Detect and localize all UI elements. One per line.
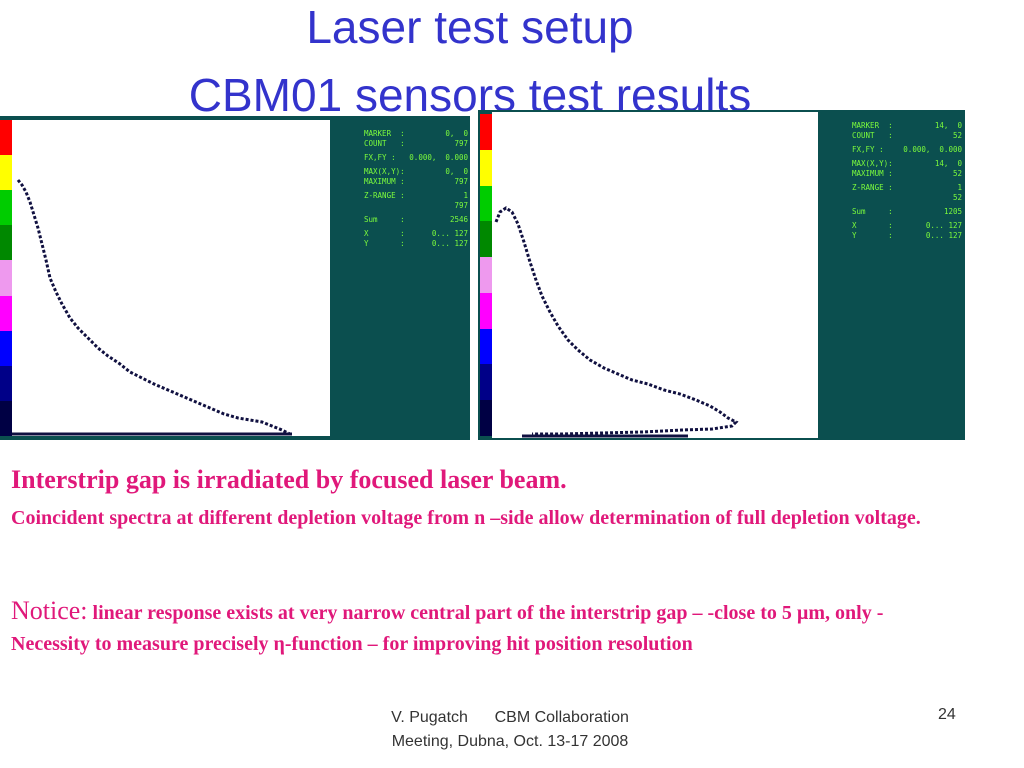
readout-value: 0... 127 — [925, 221, 962, 230]
page-number: 24 — [938, 706, 956, 723]
right-spectrum-plot — [492, 112, 818, 438]
color-scale-segment — [0, 190, 12, 226]
readout-value: 0, 0 — [445, 167, 468, 176]
readout-label: X : — [852, 221, 893, 230]
slide-title-line1: Laser test setup — [306, 1, 634, 53]
readout-value: 0... 127 — [431, 229, 468, 238]
readout-value: 14, 0 — [934, 159, 962, 168]
left-spectrum-curve — [16, 179, 291, 436]
footer-line1: V. Pugatch CBM Collaboration — [391, 709, 629, 726]
left-color-scale — [0, 120, 12, 436]
color-scale-segment — [480, 400, 492, 436]
readout-value: 0, 0 — [445, 129, 468, 138]
right-readout-block: MARKER : 14, 0 COUNT : 52 FX,FY : 0.000, 0.00… — [852, 122, 962, 272]
readout-label: MAX(X,Y): — [364, 167, 405, 176]
color-scale-segment — [0, 295, 12, 331]
notice-paragraph: Notice: linear response exists at very n… — [11, 595, 921, 660]
color-scale-segment — [480, 364, 492, 401]
readout-label: COUNT : — [852, 131, 893, 140]
notice-label: Notice: — [11, 596, 88, 625]
readout-label: MARKER : — [364, 129, 405, 138]
readout-value: 52 — [952, 169, 962, 178]
readout-label: MAXIMUM : — [364, 177, 405, 186]
readout-value: 797 — [454, 177, 468, 186]
intro-statement: Interstrip gap is irradiated by focused … — [11, 465, 567, 494]
readout-value: 797 — [454, 139, 468, 148]
spectra-explanation: Coincident spectra at different depletio… — [11, 507, 921, 529]
readout-label: MAXIMUM : — [852, 169, 893, 178]
readout-value: 52 — [952, 131, 962, 140]
color-scale-segment — [480, 257, 492, 293]
right-spectrum-panel: MARKER : 14, 0 COUNT : 52 FX,FY : 0.000, 0.00… — [478, 110, 965, 440]
color-scale-segment — [480, 328, 492, 365]
right-spectrum-svg — [494, 206, 739, 438]
readout-label: Z-RANGE : — [852, 183, 893, 192]
readout-label: Sum : — [364, 215, 405, 224]
readout-value: 52 — [952, 193, 962, 202]
readout-value: 2546 — [449, 215, 468, 224]
color-scale-segment — [0, 330, 12, 366]
readout-label: MAX(X,Y): — [852, 159, 893, 168]
readout-value: 0.000, 0.000 — [409, 153, 468, 162]
right-spectrum-curve — [494, 206, 739, 436]
readout-value: 0... 127 — [431, 239, 468, 248]
color-scale-segment — [0, 120, 12, 156]
left-spectrum-svg — [12, 179, 292, 436]
right-color-scale — [480, 114, 492, 436]
readout-value: 14, 0 — [934, 121, 962, 130]
readout-label: MARKER : — [852, 121, 893, 130]
notice-text: linear response exists at very narrow ce… — [11, 602, 884, 655]
readout-label: Y : — [852, 231, 893, 240]
footer-line2: Meeting, Dubna, Oct. 13-17 2008 — [391, 733, 629, 750]
color-scale-segment — [0, 365, 12, 401]
readout-value: 1 — [463, 191, 468, 200]
readout-value: 1 — [957, 183, 962, 192]
readout-value: 0.000, 0.000 — [903, 145, 962, 154]
readout-value: 1205 — [943, 207, 962, 216]
readout-label: Z-RANGE : — [364, 191, 405, 200]
color-scale-segment — [0, 260, 12, 296]
readout-value: 0... 127 — [925, 231, 962, 240]
readout-label: COUNT : — [364, 139, 405, 148]
readout-value: 797 — [454, 201, 468, 210]
color-scale-segment — [0, 155, 12, 191]
color-scale-segment — [0, 225, 12, 261]
readout-label: Y : — [364, 239, 405, 248]
color-scale-segment — [480, 221, 492, 258]
color-scale-segment — [480, 149, 492, 186]
footer-credits: V. Pugatch CBM Collaboration Meeting, Du… — [300, 706, 720, 754]
left-spectrum-plot — [12, 120, 330, 436]
color-scale-segment — [0, 400, 12, 436]
color-scale-segment — [480, 185, 492, 222]
readout-label: FX,FY : — [364, 153, 396, 162]
color-scale-segment — [480, 114, 492, 150]
color-scale-segment — [480, 292, 492, 329]
left-readout-block: MARKER : 0, 0 COUNT : 797 FX,FY : 0.000, 0.00… — [364, 130, 468, 280]
readout-label: X : — [364, 229, 405, 238]
readout-label: FX,FY : — [852, 145, 884, 154]
left-spectrum-panel: MARKER : 0, 0 COUNT : 797 FX,FY : 0.000, 0.00… — [0, 116, 470, 440]
readout-label: Sum : — [852, 207, 893, 216]
